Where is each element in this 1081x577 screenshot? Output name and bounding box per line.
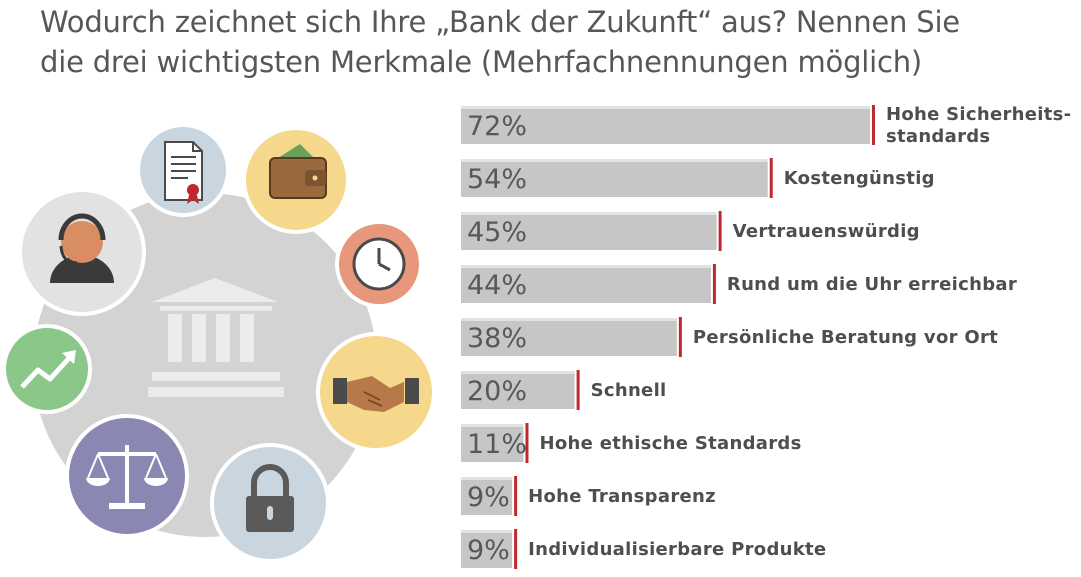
category-label: Vertrauenswürdig <box>733 221 920 242</box>
bar-highlight <box>461 265 711 268</box>
bar-row: 11% Hohe ethische Standards <box>461 423 801 463</box>
bar-highlight <box>461 318 677 321</box>
wallet-icon <box>242 126 350 234</box>
bar <box>461 424 524 462</box>
category-label: Kostengünstig <box>784 168 935 189</box>
bar-highlight <box>461 424 524 427</box>
category-label: Hohe Transparenz <box>528 486 716 507</box>
bar <box>461 159 768 197</box>
title-line-1: Wodurch zeichnet sich Ihre „Bank der Zuk… <box>40 5 960 39</box>
bar-end-marker <box>514 529 518 569</box>
category-label: Hohe Sicherheits- <box>886 104 1072 125</box>
category-label: standards <box>886 126 991 147</box>
bar-end-marker <box>514 476 518 516</box>
chart-title: Wodurch zeichnet sich Ihre „Bank der Zuk… <box>40 2 1070 82</box>
bar-row: 9% Individualisierbare Produkte <box>461 529 826 569</box>
bar-end-marker <box>718 211 722 251</box>
bar-highlight <box>461 477 513 480</box>
bar <box>461 371 575 409</box>
bar <box>461 318 677 356</box>
clock-icon <box>335 220 423 308</box>
bar-end-marker <box>576 370 580 410</box>
bar-highlight <box>461 159 768 162</box>
bar-row: 54% Kostengünstig <box>461 158 935 198</box>
banking-illustration <box>2 123 436 563</box>
handshake-icon <box>316 332 436 452</box>
support-agent-icon <box>18 188 146 316</box>
document-icon <box>136 123 230 217</box>
title-line-2: die drei wichtigsten Merkmale (Mehrfachn… <box>40 45 923 79</box>
bar-end-marker <box>678 317 682 357</box>
padlock-icon <box>210 443 330 563</box>
category-label: Individualisierbare Produkte <box>528 539 826 560</box>
value-label: 9% <box>467 535 510 566</box>
bar-end-marker <box>871 105 875 145</box>
bar <box>461 212 717 250</box>
bar-end-marker <box>525 423 529 463</box>
value-label: 38% <box>467 323 527 354</box>
value-label: 72% <box>467 111 527 142</box>
bar-end-marker <box>769 158 773 198</box>
bar <box>461 265 711 303</box>
value-label: 45% <box>467 217 527 248</box>
bar-row: 72% Hohe Sicherheits-standards <box>461 104 1071 147</box>
category-label: Rund um die Uhr erreichbar <box>727 274 1017 295</box>
category-label: Persönliche Beratung vor Ort <box>693 327 998 348</box>
bar-row: 45% Vertrauenswürdig <box>461 211 920 251</box>
bar <box>461 477 513 515</box>
value-label: 54% <box>467 164 527 195</box>
bar-highlight <box>461 212 717 215</box>
bar-row: 44% Rund um die Uhr erreichbar <box>461 264 1017 304</box>
bar-highlight <box>461 530 513 533</box>
bar-end-marker <box>712 264 716 304</box>
category-label: Schnell <box>591 380 667 401</box>
bar-row: 9% Hohe Transparenz <box>461 476 716 516</box>
bar-row: 38% Persönliche Beratung vor Ort <box>461 317 998 357</box>
value-label: 11% <box>467 429 527 460</box>
bank-building-icon <box>148 278 284 397</box>
value-label: 20% <box>467 376 527 407</box>
bar <box>461 530 513 568</box>
bar-highlight <box>461 371 575 374</box>
scales-icon <box>65 414 189 538</box>
bar-row: 20% Schnell <box>461 370 667 410</box>
category-label: Hohe ethische Standards <box>539 433 801 454</box>
bar-chart: 72% Hohe Sicherheits-standards 54% Kostengü… <box>461 104 1071 569</box>
growth-chart-icon <box>2 324 92 414</box>
value-label: 44% <box>467 270 527 301</box>
value-label: 9% <box>467 482 510 513</box>
bar-highlight <box>461 106 870 109</box>
bar <box>461 106 870 144</box>
